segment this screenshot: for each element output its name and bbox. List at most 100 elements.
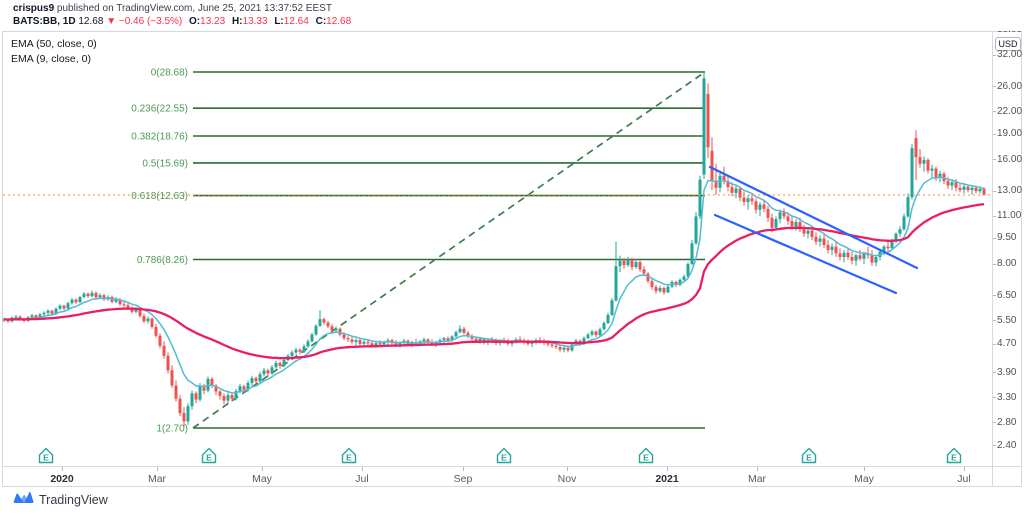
time-axis-separator bbox=[2, 466, 1022, 467]
candlestick-series[interactable] bbox=[2, 72, 986, 428]
price-tick-mark bbox=[993, 320, 996, 322]
price-tick-label: 13.00 bbox=[997, 185, 1023, 197]
earnings-icon[interactable]: E bbox=[638, 447, 654, 464]
fib-level-label: 0.786(8.26) bbox=[137, 255, 188, 266]
currency-badge[interactable]: USD bbox=[995, 37, 1021, 51]
time-tick-mark bbox=[262, 467, 263, 471]
price-tick-label: 8.00 bbox=[997, 258, 1017, 270]
price-tick-mark bbox=[993, 422, 996, 424]
price-axis-separator bbox=[992, 31, 993, 487]
fib-retracement[interactable]: 0(28.68) 0.236(22.55) 0.382(18.76) 0.5(15.6… bbox=[131, 68, 706, 435]
price-change: ▼ −0.46 (−3.5%) bbox=[106, 16, 183, 27]
fib-level-label: 0.5(15.69) bbox=[142, 158, 188, 169]
svg-text:E: E bbox=[206, 453, 212, 463]
time-axis-label: Mar bbox=[147, 473, 167, 485]
fib-trend-line bbox=[192, 71, 706, 429]
price-tick-label: 6.50 bbox=[997, 289, 1017, 301]
high-label: H: bbox=[231, 16, 243, 27]
time-axis-label: Nov bbox=[557, 473, 577, 485]
time-tick-mark bbox=[964, 467, 965, 471]
tradingview-footer[interactable]: TradingView bbox=[13, 491, 108, 510]
time-axis-label: Jul bbox=[355, 473, 369, 485]
indicator-legend[interactable]: EMA (50, close, 0) EMA (9, close, 0) bbox=[11, 37, 97, 67]
time-axis-label: 2020 bbox=[50, 473, 74, 485]
time-tick-mark bbox=[567, 467, 568, 471]
earnings-icon[interactable]: E bbox=[801, 447, 817, 464]
ema9-line[interactable] bbox=[3, 176, 985, 394]
symbol-quote-line: BATS:BB, 1D 12.68 ▼ −0.46 (−3.5%) O:13.2… bbox=[13, 16, 351, 27]
time-tick-mark bbox=[667, 467, 668, 471]
price-tick-label: 38.00 bbox=[997, 31, 1022, 35]
descending-channel-lines[interactable] bbox=[708, 165, 919, 295]
earnings-icon[interactable]: E bbox=[201, 447, 217, 464]
ema50-line[interactable] bbox=[3, 203, 985, 360]
price-tick-mark bbox=[993, 159, 996, 161]
svg-text:E: E bbox=[806, 453, 812, 463]
time-tick-mark bbox=[62, 467, 63, 471]
price-tick-mark bbox=[993, 133, 996, 135]
time-tick-mark bbox=[157, 467, 158, 471]
price-tick-mark bbox=[993, 111, 996, 113]
price-tick-label: 5.50 bbox=[997, 314, 1017, 326]
fib-level-label: 0.618(12.63) bbox=[131, 191, 188, 202]
svg-text:E: E bbox=[643, 453, 649, 463]
time-axis-label: Mar bbox=[747, 473, 767, 485]
price-tick-label: 16.00 bbox=[997, 153, 1023, 165]
time-tick-mark bbox=[864, 467, 865, 471]
price-tick-mark bbox=[993, 372, 996, 374]
chart-plot-area[interactable]: 0(28.68) 0.236(22.55) 0.382(18.76) 0.5(15.6… bbox=[2, 31, 992, 466]
close-value: 12.68 bbox=[326, 16, 352, 27]
open-value: 13.23 bbox=[200, 16, 226, 27]
low-value: 12.64 bbox=[283, 16, 309, 27]
price-tick-label: 19.00 bbox=[997, 128, 1023, 140]
price-tick-label: 3.30 bbox=[997, 391, 1017, 403]
price-tick-label: 32.00 bbox=[997, 49, 1023, 61]
tradingview-logo-icon[interactable] bbox=[13, 491, 34, 510]
price-tick-label: 26.00 bbox=[997, 80, 1023, 92]
earnings-icon[interactable]: E bbox=[341, 447, 357, 464]
earnings-icon[interactable]: E bbox=[38, 447, 54, 464]
publish-info: crispus9 published on TradingView.com, J… bbox=[13, 3, 332, 14]
tradingview-brand-text[interactable]: TradingView bbox=[39, 493, 108, 507]
fib-level-label: 0.236(22.55) bbox=[131, 104, 188, 115]
price-tick-label: 2.40 bbox=[997, 439, 1017, 451]
price-tick-mark bbox=[993, 86, 996, 88]
time-axis[interactable]: 2020 Mar May Jul Sep Nov 2021 Mar May Jul bbox=[3, 467, 992, 489]
earnings-icon[interactable]: E bbox=[496, 447, 512, 464]
author-name: crispus9 bbox=[13, 3, 55, 14]
last-price: 12.68 bbox=[78, 16, 104, 27]
price-tick-mark bbox=[993, 190, 996, 192]
fib-level-label: 1(2.70) bbox=[156, 424, 188, 435]
time-tick-mark bbox=[362, 467, 363, 471]
symbol-interval: BATS:BB, 1D bbox=[13, 16, 76, 27]
time-axis-label: Sep bbox=[453, 473, 473, 485]
svg-text:E: E bbox=[501, 453, 507, 463]
low-label: L: bbox=[274, 16, 284, 27]
close-label: C: bbox=[315, 16, 327, 27]
price-tick-label: 22.00 bbox=[997, 105, 1023, 117]
svg-text:E: E bbox=[951, 453, 957, 463]
price-tick-label: 2.80 bbox=[997, 416, 1017, 428]
legend-ema50[interactable]: EMA (50, close, 0) bbox=[11, 38, 97, 50]
price-tick-mark bbox=[993, 263, 996, 265]
price-tick-label: 4.70 bbox=[997, 338, 1017, 350]
high-value: 13.33 bbox=[242, 16, 268, 27]
publish-text: published on TradingView.com, June 25, 2… bbox=[54, 3, 332, 14]
time-axis-label: May bbox=[854, 473, 874, 485]
price-tick-mark bbox=[993, 54, 996, 56]
price-axis[interactable]: USD 38.00 32.00 26.00 22.00 19.00 16.00 13.00 1… bbox=[993, 31, 1024, 487]
legend-ema9[interactable]: EMA (9, close, 0) bbox=[11, 53, 91, 65]
price-tick-label: 11.00 bbox=[997, 210, 1022, 222]
fib-level-label: 0(28.68) bbox=[151, 68, 188, 79]
chart-frame bbox=[2, 31, 1022, 487]
price-tick-label: 9.50 bbox=[997, 232, 1017, 244]
open-label: O: bbox=[189, 16, 201, 27]
earnings-icon[interactable]: E bbox=[946, 447, 962, 464]
price-tick-mark bbox=[993, 237, 996, 239]
fib-level-label: 0.382(18.76) bbox=[131, 132, 188, 143]
time-axis-label: Jul bbox=[957, 473, 971, 485]
time-axis-label: 2021 bbox=[655, 473, 679, 485]
price-tick-mark bbox=[993, 343, 996, 345]
svg-text:E: E bbox=[43, 453, 49, 463]
